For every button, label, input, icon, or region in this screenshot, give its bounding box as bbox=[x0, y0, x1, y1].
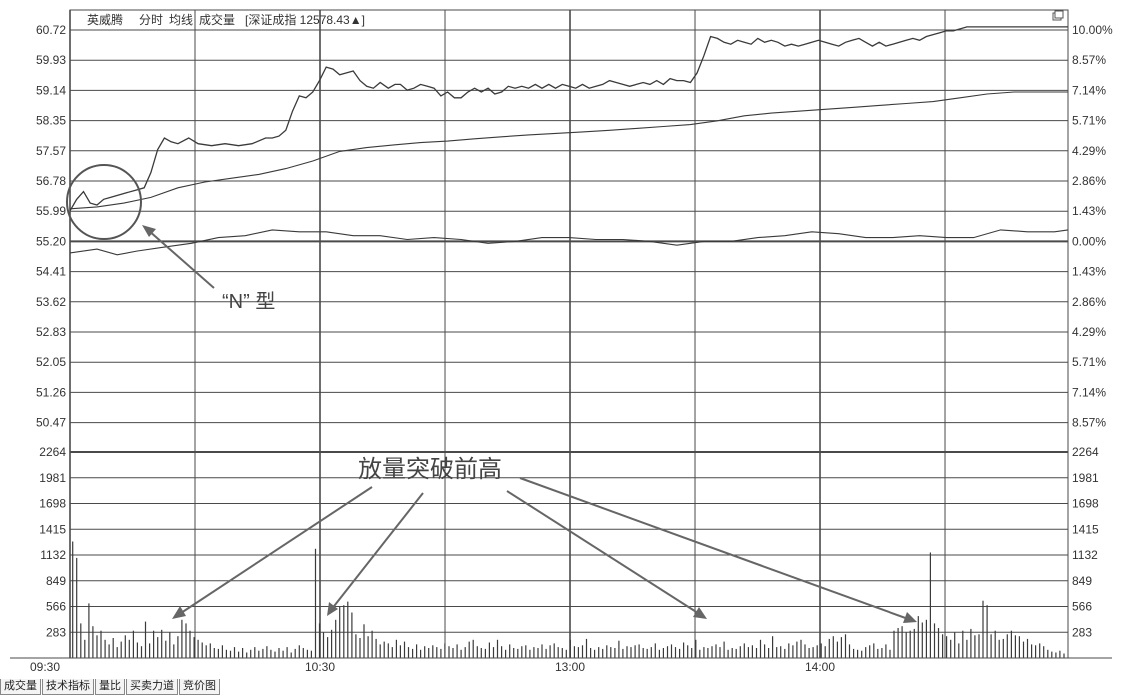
percent-tick-label: 8.57% bbox=[1072, 53, 1106, 67]
volume-tick-label-right: 2264 bbox=[1072, 445, 1099, 459]
percent-tick-label: 7.14% bbox=[1072, 385, 1106, 399]
percent-tick-label: 2.86% bbox=[1072, 295, 1106, 309]
tab-technical-indicators[interactable]: 技术指标 bbox=[42, 679, 94, 695]
price-tick-label: 50.47 bbox=[36, 416, 66, 430]
volume-tick-label-right: 283 bbox=[1072, 625, 1092, 639]
price-tick-label: 56.78 bbox=[36, 174, 66, 188]
n-shape-label: “N” 型 bbox=[222, 290, 275, 313]
volume-break-arrows bbox=[172, 477, 917, 623]
volume-tick-label: 283 bbox=[46, 625, 66, 639]
price-tick-label: 59.93 bbox=[36, 53, 66, 67]
percent-tick-label: 0.00% bbox=[1072, 234, 1106, 248]
percent-tick-label: 1.43% bbox=[1072, 265, 1106, 279]
volume-tick-label: 566 bbox=[46, 600, 66, 614]
percent-tick-label: 7.14% bbox=[1072, 83, 1106, 97]
price-tick-label: 52.05 bbox=[36, 355, 66, 369]
tab-volume-ratio[interactable]: 量比 bbox=[95, 679, 125, 695]
percent-tick-label: 4.29% bbox=[1072, 325, 1106, 339]
volume-tick-label: 1415 bbox=[39, 522, 66, 536]
volume-tick-label-right: 1415 bbox=[1072, 522, 1099, 536]
volume-tick-label: 849 bbox=[46, 574, 66, 588]
volume-tick-label-right: 1132 bbox=[1072, 548, 1098, 562]
bottom-tab-bar: 成交量 技术指标 量比 买卖力道 竞价图 bbox=[0, 679, 221, 695]
intraday-chart: 60.72 59.93 59.14 58.35 57.57 56.78 55.99 55.20… bbox=[10, 9, 1114, 674]
price-line bbox=[69, 26, 1068, 212]
percent-tick-label: 8.57% bbox=[1072, 416, 1106, 430]
volume-break-label: 放量突破前高 bbox=[358, 456, 502, 483]
tab-buy-sell-power[interactable]: 买卖力道 bbox=[126, 679, 178, 695]
volume-tick-label-right: 1698 bbox=[1072, 497, 1099, 511]
index-label: [深证成指 12578.43▲] bbox=[245, 12, 365, 27]
percent-tick-label: 5.71% bbox=[1072, 114, 1106, 128]
price-tick-label: 58.35 bbox=[36, 114, 66, 128]
stock-name: 英威腾 bbox=[87, 12, 123, 27]
n-shape-circle bbox=[66, 164, 142, 240]
header-tab-ma[interactable]: 均线 bbox=[169, 13, 193, 27]
restore-icon[interactable] bbox=[1052, 10, 1064, 21]
volume-tick-label: 1132 bbox=[40, 548, 66, 562]
percent-tick-label: 4.29% bbox=[1072, 144, 1106, 158]
volume-tick-label-right: 1981 bbox=[1072, 471, 1099, 485]
time-tick-label: 14:00 bbox=[805, 660, 835, 674]
index-line bbox=[69, 229, 1069, 256]
price-tick-label: 57.57 bbox=[36, 144, 66, 158]
time-tick-label: 10:30 bbox=[305, 660, 335, 674]
percent-tick-label: 2.86% bbox=[1072, 174, 1106, 188]
price-tick-label: 55.20 bbox=[36, 234, 66, 248]
header-tab-time[interactable]: 分时 bbox=[139, 13, 163, 27]
percent-tick-label: 10.00% bbox=[1072, 23, 1113, 37]
time-tick-label: 09:30 bbox=[30, 660, 60, 674]
price-tick-label: 51.26 bbox=[36, 385, 66, 399]
time-tick-label: 13:00 bbox=[555, 660, 585, 674]
price-tick-label: 53.62 bbox=[36, 295, 66, 309]
volume-tick-label: 1698 bbox=[39, 497, 66, 511]
header-tab-volume[interactable]: 成交量 bbox=[199, 12, 235, 27]
tab-volume[interactable]: 成交量 bbox=[0, 679, 41, 695]
price-tick-label: 52.83 bbox=[36, 325, 66, 339]
volume-tick-label: 1981 bbox=[39, 471, 66, 485]
price-tick-label: 54.41 bbox=[36, 265, 66, 279]
volume-tick-label-right: 566 bbox=[1072, 600, 1092, 614]
price-tick-label: 59.14 bbox=[36, 83, 66, 97]
average-line bbox=[69, 91, 1068, 210]
percent-tick-label: 1.43% bbox=[1072, 204, 1106, 218]
price-tick-label: 55.99 bbox=[36, 204, 66, 218]
tab-auction-chart[interactable]: 竞价图 bbox=[179, 679, 220, 695]
percent-tick-label: 5.71% bbox=[1072, 355, 1106, 369]
volume-tick-label-right: 849 bbox=[1072, 574, 1092, 588]
n-shape-arrow bbox=[142, 225, 215, 289]
volume-tick-label: 2264 bbox=[39, 445, 66, 459]
price-tick-label: 60.72 bbox=[36, 23, 66, 37]
